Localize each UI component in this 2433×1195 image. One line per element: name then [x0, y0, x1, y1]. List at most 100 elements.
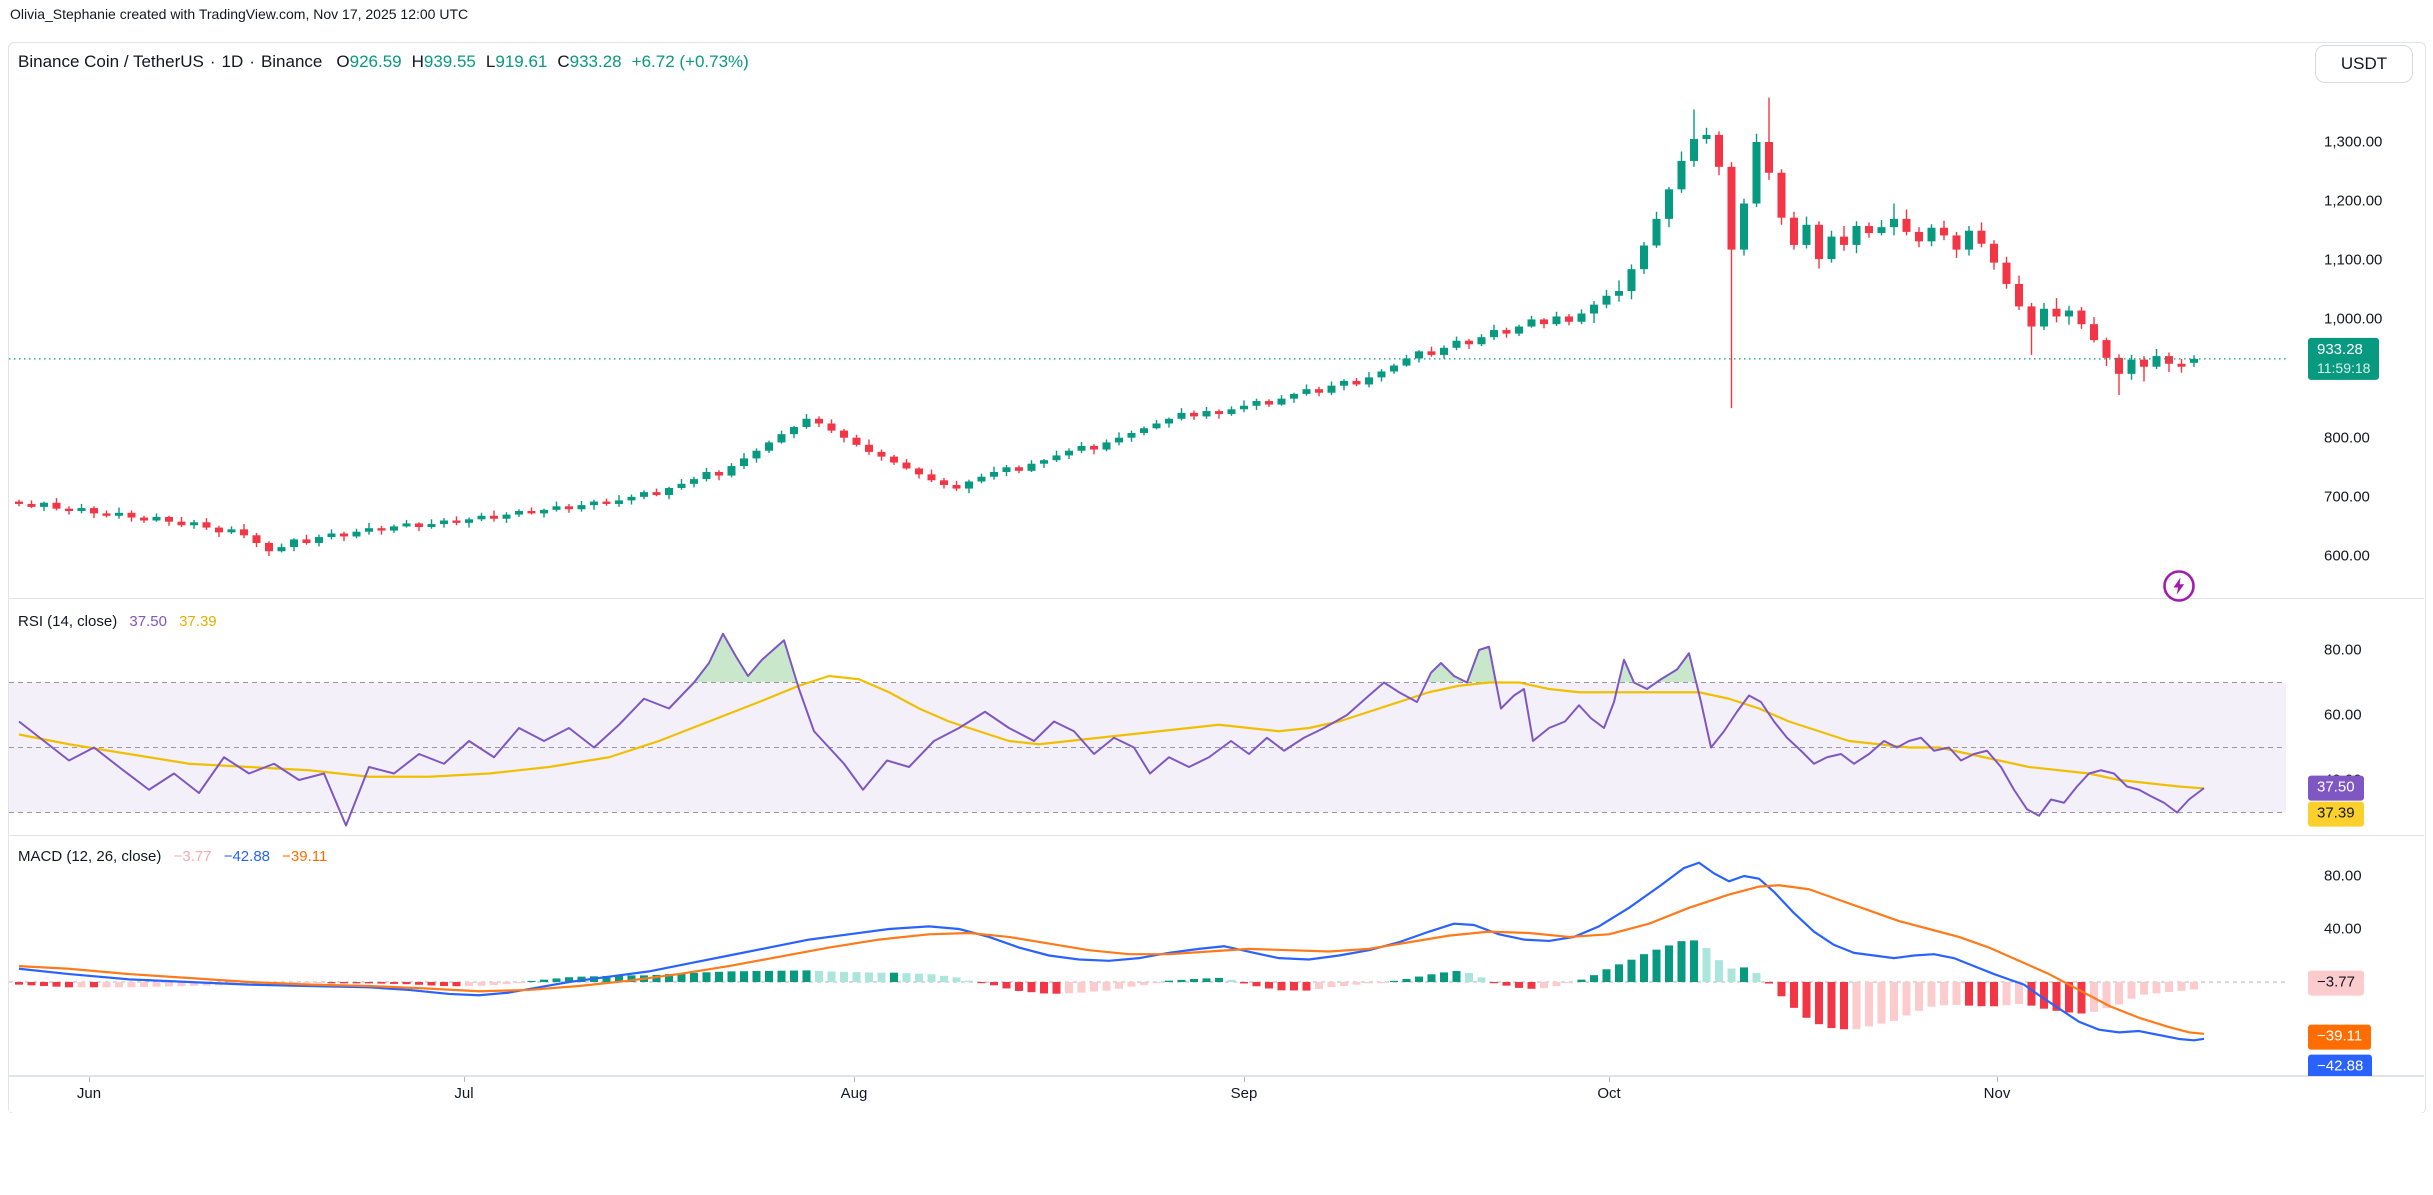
price-axis-tick[interactable]: 1,100.00 [2324, 251, 2383, 269]
month-label-sep[interactable]: Sep [1230, 1085, 1258, 1102]
time-axis[interactable]: Jun Jul Aug Sep Oct Nov [9, 1076, 2424, 1112]
candle [1040, 460, 1048, 464]
candle [2127, 359, 2136, 374]
macd-histogram-bar [1477, 977, 1486, 982]
ohlc-values: O926.59 H939.55 L919.61 C933.28 [336, 52, 621, 72]
macd-histogram-bar [727, 971, 736, 982]
price-axis-tick[interactable]: 1,000.00 [2324, 310, 2383, 328]
candle [302, 539, 311, 543]
candle [352, 531, 361, 537]
rsi-axis-tick[interactable]: 80.00 [2324, 641, 2362, 659]
macd-hist-badge: −3.77 [2308, 970, 2364, 996]
macd-indicator-name[interactable]: MACD (12, 26, close) [18, 848, 162, 865]
month-label-aug[interactable]: Aug [840, 1085, 868, 1102]
price-axis-tick[interactable]: 700.00 [2324, 488, 2370, 506]
candle [315, 537, 323, 543]
macd-histogram-bar [1102, 982, 1111, 991]
macd-histogram-bar [1027, 982, 1036, 993]
rsi-axis-tick[interactable]: 60.00 [2324, 706, 2362, 724]
candle [277, 547, 286, 552]
macd-histogram-bar [890, 972, 898, 982]
candle [490, 515, 498, 519]
candle [1515, 326, 1523, 334]
macd-histogram-bar [752, 971, 761, 982]
candle [977, 476, 986, 482]
macd-histogram-bar [1740, 967, 1748, 982]
candle [465, 519, 473, 523]
candle [27, 503, 36, 507]
price-axis-tick[interactable]: 800.00 [2324, 429, 2370, 447]
candle [127, 512, 136, 518]
macd-histogram-bar [602, 975, 611, 982]
candle [740, 458, 748, 467]
price-pane[interactable] [15, 97, 2198, 556]
interval-label[interactable]: 1D [221, 52, 244, 71]
candle [1140, 428, 1148, 433]
price-axis-tick[interactable]: 600.00 [2324, 547, 2370, 565]
candle [527, 511, 536, 514]
candle [1590, 304, 1598, 314]
candle [377, 528, 386, 531]
macd-histogram-bar [2190, 982, 2198, 990]
candle [802, 418, 811, 428]
macd-histogram-bar [1277, 982, 1286, 991]
chart-canvas[interactable] [9, 43, 2424, 1112]
price-badge-value: 933.28 [2317, 340, 2363, 358]
macd-histogram-bar [1702, 948, 1711, 982]
candle [452, 520, 461, 523]
macd-line-value: −42.88 [223, 848, 270, 865]
candle [965, 481, 973, 489]
candle [1065, 450, 1073, 456]
month-label-oct[interactable]: Oct [1597, 1085, 1621, 1102]
macd-histogram-bar [452, 982, 461, 987]
macd-histogram-bar [2152, 982, 2161, 994]
candle [1290, 393, 1298, 399]
macd-histogram-bar [840, 971, 848, 982]
macd-histogram-bar [540, 979, 548, 982]
candle [477, 515, 486, 520]
macd-hist-value: −3.77 [173, 848, 212, 865]
month-label-nov[interactable]: Nov [1983, 1085, 2011, 1102]
macd-signal-value: −39.11 [282, 848, 328, 865]
month-label-jun[interactable]: Jun [76, 1085, 102, 1102]
candle [690, 479, 698, 484]
candle [1102, 442, 1111, 450]
macd-histogram-bar [2140, 982, 2148, 995]
currency-toggle-button[interactable]: USDT [2315, 45, 2413, 83]
candle [1077, 445, 1086, 451]
candle [1277, 398, 1286, 405]
price-axis-tick[interactable]: 1,200.00 [2324, 192, 2383, 210]
macd-histogram-bar [1340, 982, 1348, 987]
footer: TradingView [0, 1113, 2433, 1195]
month-label-jul[interactable]: Jul [454, 1085, 474, 1102]
ohlc-o: O926.59 [336, 52, 402, 71]
macd-histogram-bar [1140, 982, 1148, 986]
candle [152, 516, 161, 521]
candle [2077, 310, 2086, 325]
candle [615, 500, 623, 504]
candle [2090, 324, 2098, 341]
candle [952, 485, 961, 489]
symbol-name[interactable]: Binance Coin / TetherUS [18, 52, 204, 71]
candle [390, 526, 398, 531]
candle [1690, 139, 1698, 161]
macd-histogram-bar [1202, 978, 1211, 982]
candle [40, 502, 48, 507]
macd-histogram-bar [190, 982, 198, 986]
macd-axis-tick[interactable]: 80.00 [2324, 867, 2362, 885]
candle [290, 539, 298, 548]
candle [565, 506, 573, 510]
macd-histogram-bar [815, 970, 823, 982]
macd-histogram-bar [1502, 982, 1511, 986]
rsi-indicator-name[interactable]: RSI (14, close) [18, 613, 118, 630]
macd-pane[interactable] [9, 861, 2286, 1042]
rsi-pane[interactable] [9, 632, 2286, 827]
candle [1752, 142, 1761, 204]
macd-histogram-bar [302, 982, 311, 984]
macd-axis-tick[interactable]: 40.00 [2324, 920, 2362, 938]
macd-histogram-bar [1627, 959, 1636, 982]
candle [227, 529, 236, 533]
flash-boost-icon[interactable] [2161, 568, 2197, 604]
candle [265, 542, 273, 552]
price-axis-tick[interactable]: 1,300.00 [2324, 133, 2383, 151]
